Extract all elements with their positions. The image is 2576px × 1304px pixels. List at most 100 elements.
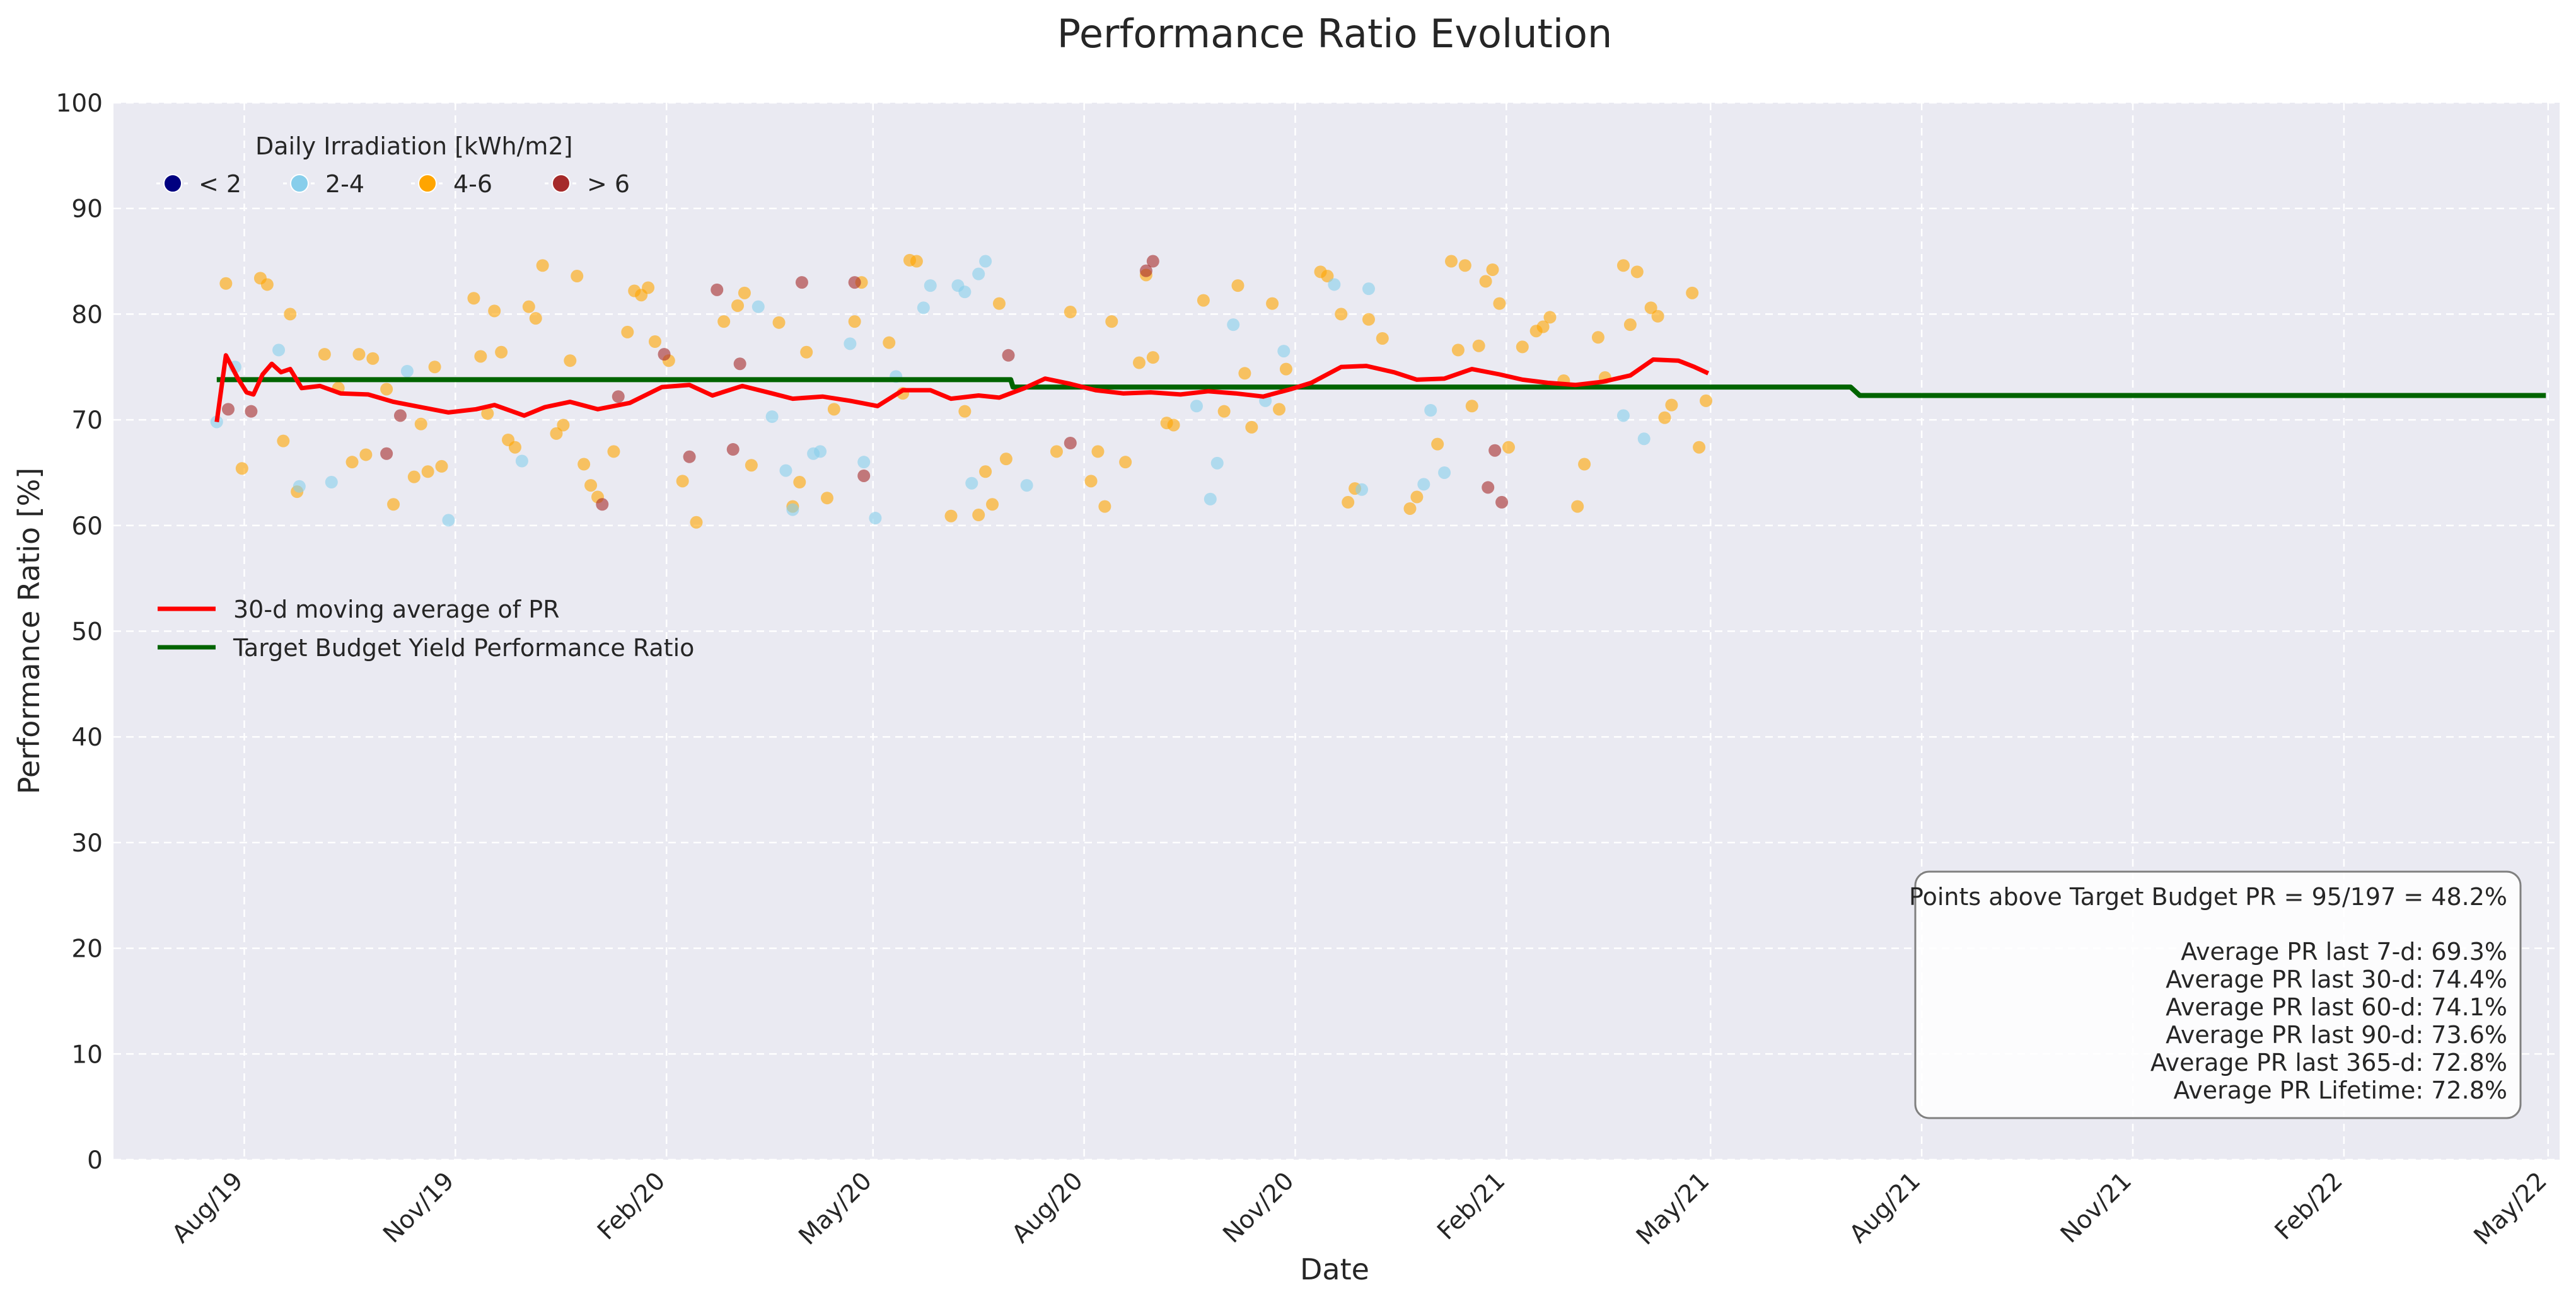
legend-marker [552,174,571,193]
legend-class-label: 4-6 [453,170,492,198]
stats-avg-365d: Average PR last 365-d: 72.8% [2150,1049,2507,1076]
scatter-point [848,315,861,328]
scatter-point [380,383,393,396]
scatter-point [1424,404,1437,417]
scatter-point [1637,432,1651,446]
scatter-point [1502,441,1515,454]
scatter-point [1623,318,1637,332]
stats-box-frame [1914,870,2522,1119]
scatter-point [648,335,661,349]
scatter-point [1417,478,1430,491]
scatter-point [1410,490,1424,504]
scatter-points [210,253,1713,529]
y-axis-label: Performance Ratio [%] [12,468,46,794]
scatter-point [1665,398,1678,412]
scatter-point [245,405,258,418]
scatter-point [1488,444,1502,457]
scatter-point [1482,481,1495,494]
scatter-point [352,348,366,361]
scatter-point [1571,500,1584,513]
scatter-point [393,409,407,422]
scatter-point [1536,320,1550,333]
scatter-point [1277,345,1291,358]
scatter-point [515,454,528,468]
stats-avg-30d: Average PR last 30-d: 74.4% [2166,966,2507,993]
scatter-point [607,445,620,458]
target-budget-line [216,377,2546,398]
y-tick-label: 80 [71,301,103,329]
scatter-point [731,299,745,312]
scatter-point [1098,500,1111,513]
scatter-point [1438,466,1451,479]
scatter-point [1472,339,1485,352]
stats-box: Points above Target Budget PR = 95/197 =… [1909,870,2522,1119]
scatter-point [1451,343,1465,357]
y-tick-label: 10 [71,1041,103,1069]
scatter-point [1630,265,1644,279]
scatter-point [814,445,827,458]
scatter-point [621,325,634,338]
scatter-point [1321,270,1334,283]
scatter-point [1146,255,1159,268]
legend-marker [290,174,309,193]
scatter-point [366,352,380,365]
scatter-point [1362,313,1375,326]
y-tick-label: 60 [71,512,103,541]
scatter-point [235,462,248,475]
scatter-point [325,476,338,489]
scatter-point [1493,297,1506,310]
y-tick-label: 100 [56,89,103,118]
scatter-point [1355,483,1369,496]
scatter-point [1686,286,1699,299]
line-legend: 30-d moving average of PR Target Budget … [158,596,694,662]
scatter-point [1002,349,1015,362]
stats-avg-7d: Average PR last 7-d: 69.3% [2181,938,2507,966]
legend-marker [163,174,182,193]
scatter-point [421,465,434,478]
scatter-point [717,315,731,328]
scatter-point [1700,394,1713,407]
y-tick-label: 50 [71,618,103,647]
x-axis-label: Date [1300,1252,1369,1286]
stats-avg-90d: Average PR last 90-d: 73.6% [2166,1021,2507,1049]
scatter-point [690,516,703,529]
scatter-point [1273,403,1286,416]
scatter-point [387,498,400,511]
scatter-point [1064,306,1077,319]
scatter-point [848,276,861,289]
scatter-point [733,357,746,371]
scatter-point [474,350,487,363]
scatter-point [1616,409,1630,422]
scatter-point [1238,367,1251,380]
scatter-point [1651,309,1664,323]
scatter-point [1335,308,1348,321]
irradiation-legend: Daily Irradiation [kWh/m2] < 2 2-4 4-6 > 6 [156,132,630,198]
scatter-point [1693,441,1706,454]
scatter-point [1227,318,1240,332]
scatter-point [765,410,779,424]
scatter-point [844,337,857,350]
stats-points-above-target: Points above Target Budget PR = 95/197 =… [1909,883,2507,911]
y-tick-label: 30 [71,829,103,858]
stats-avg-60d: Average PR last 60-d: 74.1% [2166,993,2507,1021]
scatter-point [676,475,689,488]
scatter-point [795,276,808,289]
scatter-point [529,312,542,325]
scatter-point [738,286,751,299]
scatter-point [1020,479,1033,492]
grid [113,101,2560,1161]
scatter-point [857,469,871,482]
scatter-point [522,300,535,313]
scatter-point [442,514,455,527]
legend-class-label: < 2 [199,170,241,198]
scatter-point [958,286,972,299]
scatter-point [917,301,930,314]
scatter-point [1190,400,1203,413]
scatter-point [293,480,306,493]
legend-class-label: 2-4 [325,170,364,198]
scatter-point [820,492,833,505]
scatter-point [536,259,549,272]
scatter-point [965,476,978,490]
scatter-point [407,470,421,483]
scatter-point [260,278,274,291]
